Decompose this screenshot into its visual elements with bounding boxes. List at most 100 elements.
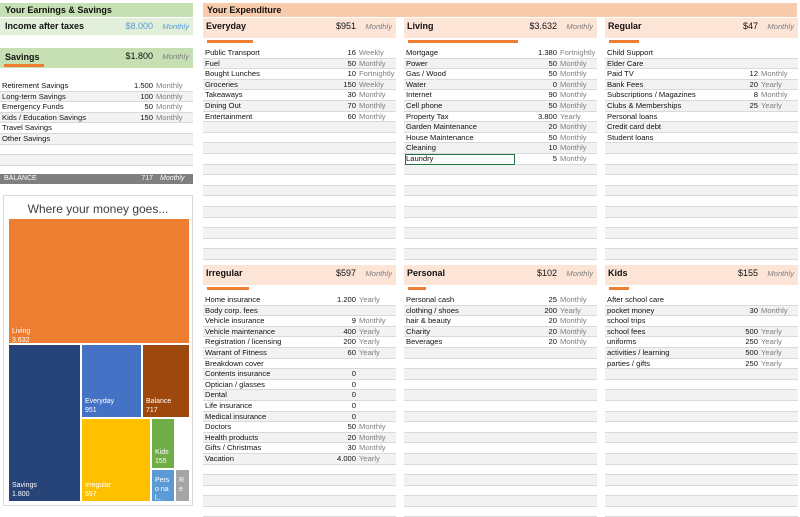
- treemap-tile-perso-nal[interactable]: Perso nal...: [151, 469, 175, 502]
- table-row[interactable]: [404, 218, 597, 229]
- row-label[interactable]: Public Transport: [205, 48, 260, 57]
- table-row[interactable]: [605, 475, 798, 486]
- row-frequency[interactable]: Yearly: [359, 453, 380, 463]
- table-row[interactable]: Long-term Savings 100 Monthly: [0, 91, 193, 103]
- table-row[interactable]: [203, 486, 396, 497]
- table-row[interactable]: [404, 347, 597, 359]
- row-frequency[interactable]: Yearly: [761, 326, 782, 336]
- table-row[interactable]: Entertainment 60 Monthly: [203, 112, 396, 123]
- table-row[interactable]: Medical insurance 0: [203, 411, 396, 423]
- table-row[interactable]: Paid TV 12 Monthly: [605, 69, 798, 80]
- row-label[interactable]: Laundry: [405, 153, 515, 165]
- table-row[interactable]: [404, 422, 597, 433]
- table-row[interactable]: Cleaning 10 Monthly: [404, 143, 597, 154]
- table-row[interactable]: [605, 206, 798, 218]
- row-label[interactable]: Contents insurance: [205, 369, 271, 379]
- row-label[interactable]: Beverages: [406, 337, 443, 347]
- row-label[interactable]: uniforms: [607, 337, 637, 347]
- row-value[interactable]: 30: [347, 90, 356, 100]
- table-row[interactable]: [404, 411, 597, 423]
- table-row[interactable]: [203, 507, 396, 517]
- row-frequency[interactable]: Yearly: [761, 347, 782, 357]
- income-value[interactable]: $8.000: [125, 21, 153, 31]
- table-row[interactable]: [605, 239, 798, 250]
- table-row[interactable]: [404, 475, 597, 486]
- table-row[interactable]: [605, 218, 798, 229]
- row-label[interactable]: pocket money: [607, 305, 655, 315]
- row-label[interactable]: Breakdown cover: [205, 358, 264, 368]
- table-row[interactable]: Bank Fees 20 Yearly: [605, 79, 798, 91]
- row-label[interactable]: Vehicle maintenance: [205, 326, 276, 336]
- table-row[interactable]: Registration / licensing 200 Yearly: [203, 337, 396, 348]
- row-frequency[interactable]: Monthly: [560, 69, 587, 79]
- table-row[interactable]: Mortgage 1.380 Fortnightly: [404, 48, 597, 59]
- row-label[interactable]: Cell phone: [406, 100, 443, 110]
- table-row[interactable]: Emergency Funds 50 Monthly: [0, 102, 193, 113]
- table-row[interactable]: [605, 465, 798, 476]
- table-row[interactable]: activities / learning 500 Yearly: [605, 347, 798, 359]
- row-label[interactable]: Optician / glasses: [205, 379, 265, 389]
- row-label[interactable]: Fuel: [205, 58, 220, 68]
- treemap-tile-kids[interactable]: Kids 155: [151, 418, 175, 469]
- table-row[interactable]: Doctors 50 Monthly: [203, 422, 396, 433]
- row-frequency[interactable]: Yearly: [761, 337, 782, 347]
- row-value[interactable]: 20: [548, 337, 557, 347]
- table-row[interactable]: Body corp. fees: [203, 305, 396, 317]
- row-label[interactable]: Personal cash: [406, 295, 455, 304]
- row-value[interactable]: 20: [548, 326, 557, 336]
- table-row[interactable]: Dental 0: [203, 390, 396, 401]
- row-value[interactable]: 20: [548, 122, 557, 132]
- table-row[interactable]: [605, 443, 798, 454]
- row-label[interactable]: school trips: [607, 316, 646, 326]
- table-row[interactable]: [404, 432, 597, 444]
- table-row[interactable]: [203, 185, 396, 197]
- table-row[interactable]: parties / gifts 250 Yearly: [605, 359, 798, 370]
- row-value[interactable]: 12: [749, 69, 758, 79]
- row-frequency[interactable]: Monthly: [560, 90, 587, 100]
- table-row[interactable]: [404, 465, 597, 476]
- row-frequency[interactable]: Monthly: [359, 443, 386, 453]
- table-row[interactable]: Warrant of Fitness 60 Yearly: [203, 347, 396, 359]
- row-value[interactable]: 0: [351, 400, 356, 410]
- table-row[interactable]: Bought Lunches 10 Fortnightly: [203, 69, 396, 80]
- row-label[interactable]: Vehicle insurance: [205, 316, 265, 326]
- row-value[interactable]: 10: [347, 69, 356, 79]
- row-label[interactable]: Groceries: [205, 79, 238, 89]
- row-frequency[interactable]: Monthly: [560, 100, 587, 110]
- table-row[interactable]: [404, 390, 597, 401]
- row-value[interactable]: 400: [343, 326, 356, 336]
- row-value[interactable]: 200: [343, 337, 356, 347]
- table-row[interactable]: Student loans: [605, 133, 798, 144]
- row-frequency[interactable]: Yearly: [761, 79, 782, 89]
- table-row[interactable]: Personal loans: [605, 112, 798, 123]
- table-row[interactable]: Fuel 50 Monthly: [203, 58, 396, 70]
- table-row[interactable]: Personal cash 25 Monthly: [404, 295, 597, 306]
- table-row[interactable]: Credit card debt: [605, 122, 798, 133]
- row-value[interactable]: 50: [347, 58, 356, 68]
- table-row[interactable]: [203, 122, 396, 133]
- table-row[interactable]: [203, 143, 396, 154]
- row-label[interactable]: Gas / Wood: [406, 69, 446, 79]
- row-value[interactable]: 50: [548, 100, 557, 110]
- row-value[interactable]: 500: [745, 347, 758, 357]
- row-label[interactable]: Dining Out: [205, 100, 241, 110]
- table-row[interactable]: Breakdown cover: [203, 359, 396, 370]
- table-row[interactable]: [605, 422, 798, 433]
- row-label[interactable]: Travel Savings: [2, 123, 52, 133]
- table-row[interactable]: Vehicle insurance 9 Monthly: [203, 316, 396, 327]
- table-row[interactable]: After school care: [605, 295, 798, 306]
- row-label[interactable]: Credit card debt: [607, 122, 662, 132]
- table-row[interactable]: [404, 196, 597, 207]
- row-label[interactable]: Health products: [205, 432, 259, 442]
- row-value[interactable]: 0: [351, 369, 356, 379]
- table-row[interactable]: Vehicle maintenance 400 Yearly: [203, 326, 396, 338]
- row-label[interactable]: Mortgage: [406, 48, 439, 57]
- row-value[interactable]: 50: [347, 422, 356, 432]
- row-value[interactable]: 9: [351, 316, 356, 326]
- row-value[interactable]: 50: [548, 58, 557, 68]
- table-row[interactable]: Internet 90 Monthly: [404, 90, 597, 101]
- table-row[interactable]: Optician / glasses 0: [203, 380, 396, 391]
- row-frequency[interactable]: Monthly: [359, 58, 386, 68]
- row-value[interactable]: 90: [548, 90, 557, 100]
- table-row[interactable]: Garden Maintenance 20 Monthly: [404, 122, 597, 133]
